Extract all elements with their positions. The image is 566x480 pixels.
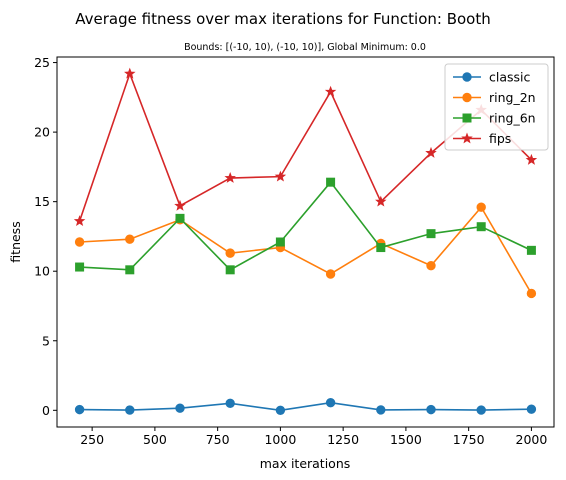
legend-label: ring_6n xyxy=(489,111,536,126)
data-point xyxy=(326,177,336,187)
chart-title: Average fitness over max iterations for … xyxy=(75,10,491,28)
chart-subtitle: Bounds: [(-10, 10), (-10, 10)], Global M… xyxy=(184,42,426,53)
y-tick-label: 20 xyxy=(34,125,50,140)
data-point xyxy=(526,288,537,299)
data-point xyxy=(73,215,86,227)
legend-marker xyxy=(462,72,472,82)
data-point xyxy=(74,237,85,247)
data-point xyxy=(225,265,235,275)
legend-label: ring_2n xyxy=(489,90,536,105)
y-tick-label: 25 xyxy=(34,55,50,70)
series-line xyxy=(79,205,533,294)
data-point xyxy=(476,222,486,232)
data-point xyxy=(174,199,186,211)
plot-area: 250 500 750 1000 1250 1500 1750 2000 0 5 10 15 20 25 c… xyxy=(34,55,555,447)
data-point xyxy=(526,245,536,255)
x-tick-label: 2000 xyxy=(516,432,548,447)
y-tick-label: 10 xyxy=(34,264,50,279)
x-tick-label: 1500 xyxy=(390,432,422,447)
data-point xyxy=(175,403,185,413)
data-point xyxy=(124,67,136,79)
y-axis-label: fitness xyxy=(8,221,23,262)
y-tick-label: 15 xyxy=(34,194,50,209)
data-point xyxy=(275,405,286,416)
legend-label: classic xyxy=(489,70,531,85)
x-tick-label: 250 xyxy=(80,432,104,447)
data-point xyxy=(425,146,437,158)
x-tick-label: 1750 xyxy=(453,432,485,447)
data-point xyxy=(225,398,235,409)
legend-item: classic xyxy=(453,70,531,85)
data-point xyxy=(275,237,285,247)
x-tick-label: 500 xyxy=(143,432,167,447)
series-line xyxy=(79,180,532,271)
x-tick-label: 1250 xyxy=(327,432,359,447)
data-point xyxy=(75,262,85,272)
data-point xyxy=(325,269,336,279)
data-point xyxy=(375,195,387,207)
data-point xyxy=(224,171,236,183)
data-point xyxy=(274,170,287,182)
series-classic xyxy=(74,397,537,416)
series-ring-2n xyxy=(74,202,537,299)
series-line xyxy=(79,401,532,412)
legend-label: fips xyxy=(489,131,511,146)
data-point xyxy=(225,248,235,258)
series-ring-6n xyxy=(75,177,536,275)
y-tick-label: 0 xyxy=(42,403,50,418)
data-point xyxy=(426,229,436,239)
data-point xyxy=(476,202,486,212)
plot-frame xyxy=(56,56,555,428)
data-point xyxy=(125,265,135,275)
data-point xyxy=(175,213,185,223)
y-tick-label: 5 xyxy=(42,333,50,348)
data-point xyxy=(325,397,336,408)
legend-item: ring_2n xyxy=(453,90,536,105)
data-point xyxy=(324,85,337,97)
data-point xyxy=(125,405,135,415)
x-axis-label: max iterations xyxy=(260,456,351,471)
data-point xyxy=(426,404,436,415)
legend-item: fips xyxy=(453,131,511,146)
data-point xyxy=(526,404,537,414)
data-point xyxy=(376,243,386,253)
legend-marker xyxy=(462,113,472,123)
data-point xyxy=(525,153,538,165)
x-tick-label: 750 xyxy=(206,432,230,447)
data-point xyxy=(376,405,386,415)
data-point xyxy=(74,404,85,415)
legend-marker xyxy=(461,132,473,144)
x-tick-label: 1000 xyxy=(264,432,296,447)
legend-item: ring_6n xyxy=(453,111,536,126)
legend-marker xyxy=(462,92,472,103)
legend-box xyxy=(444,63,549,151)
data-point xyxy=(125,234,135,244)
data-point xyxy=(426,260,436,271)
data-point xyxy=(476,405,486,415)
